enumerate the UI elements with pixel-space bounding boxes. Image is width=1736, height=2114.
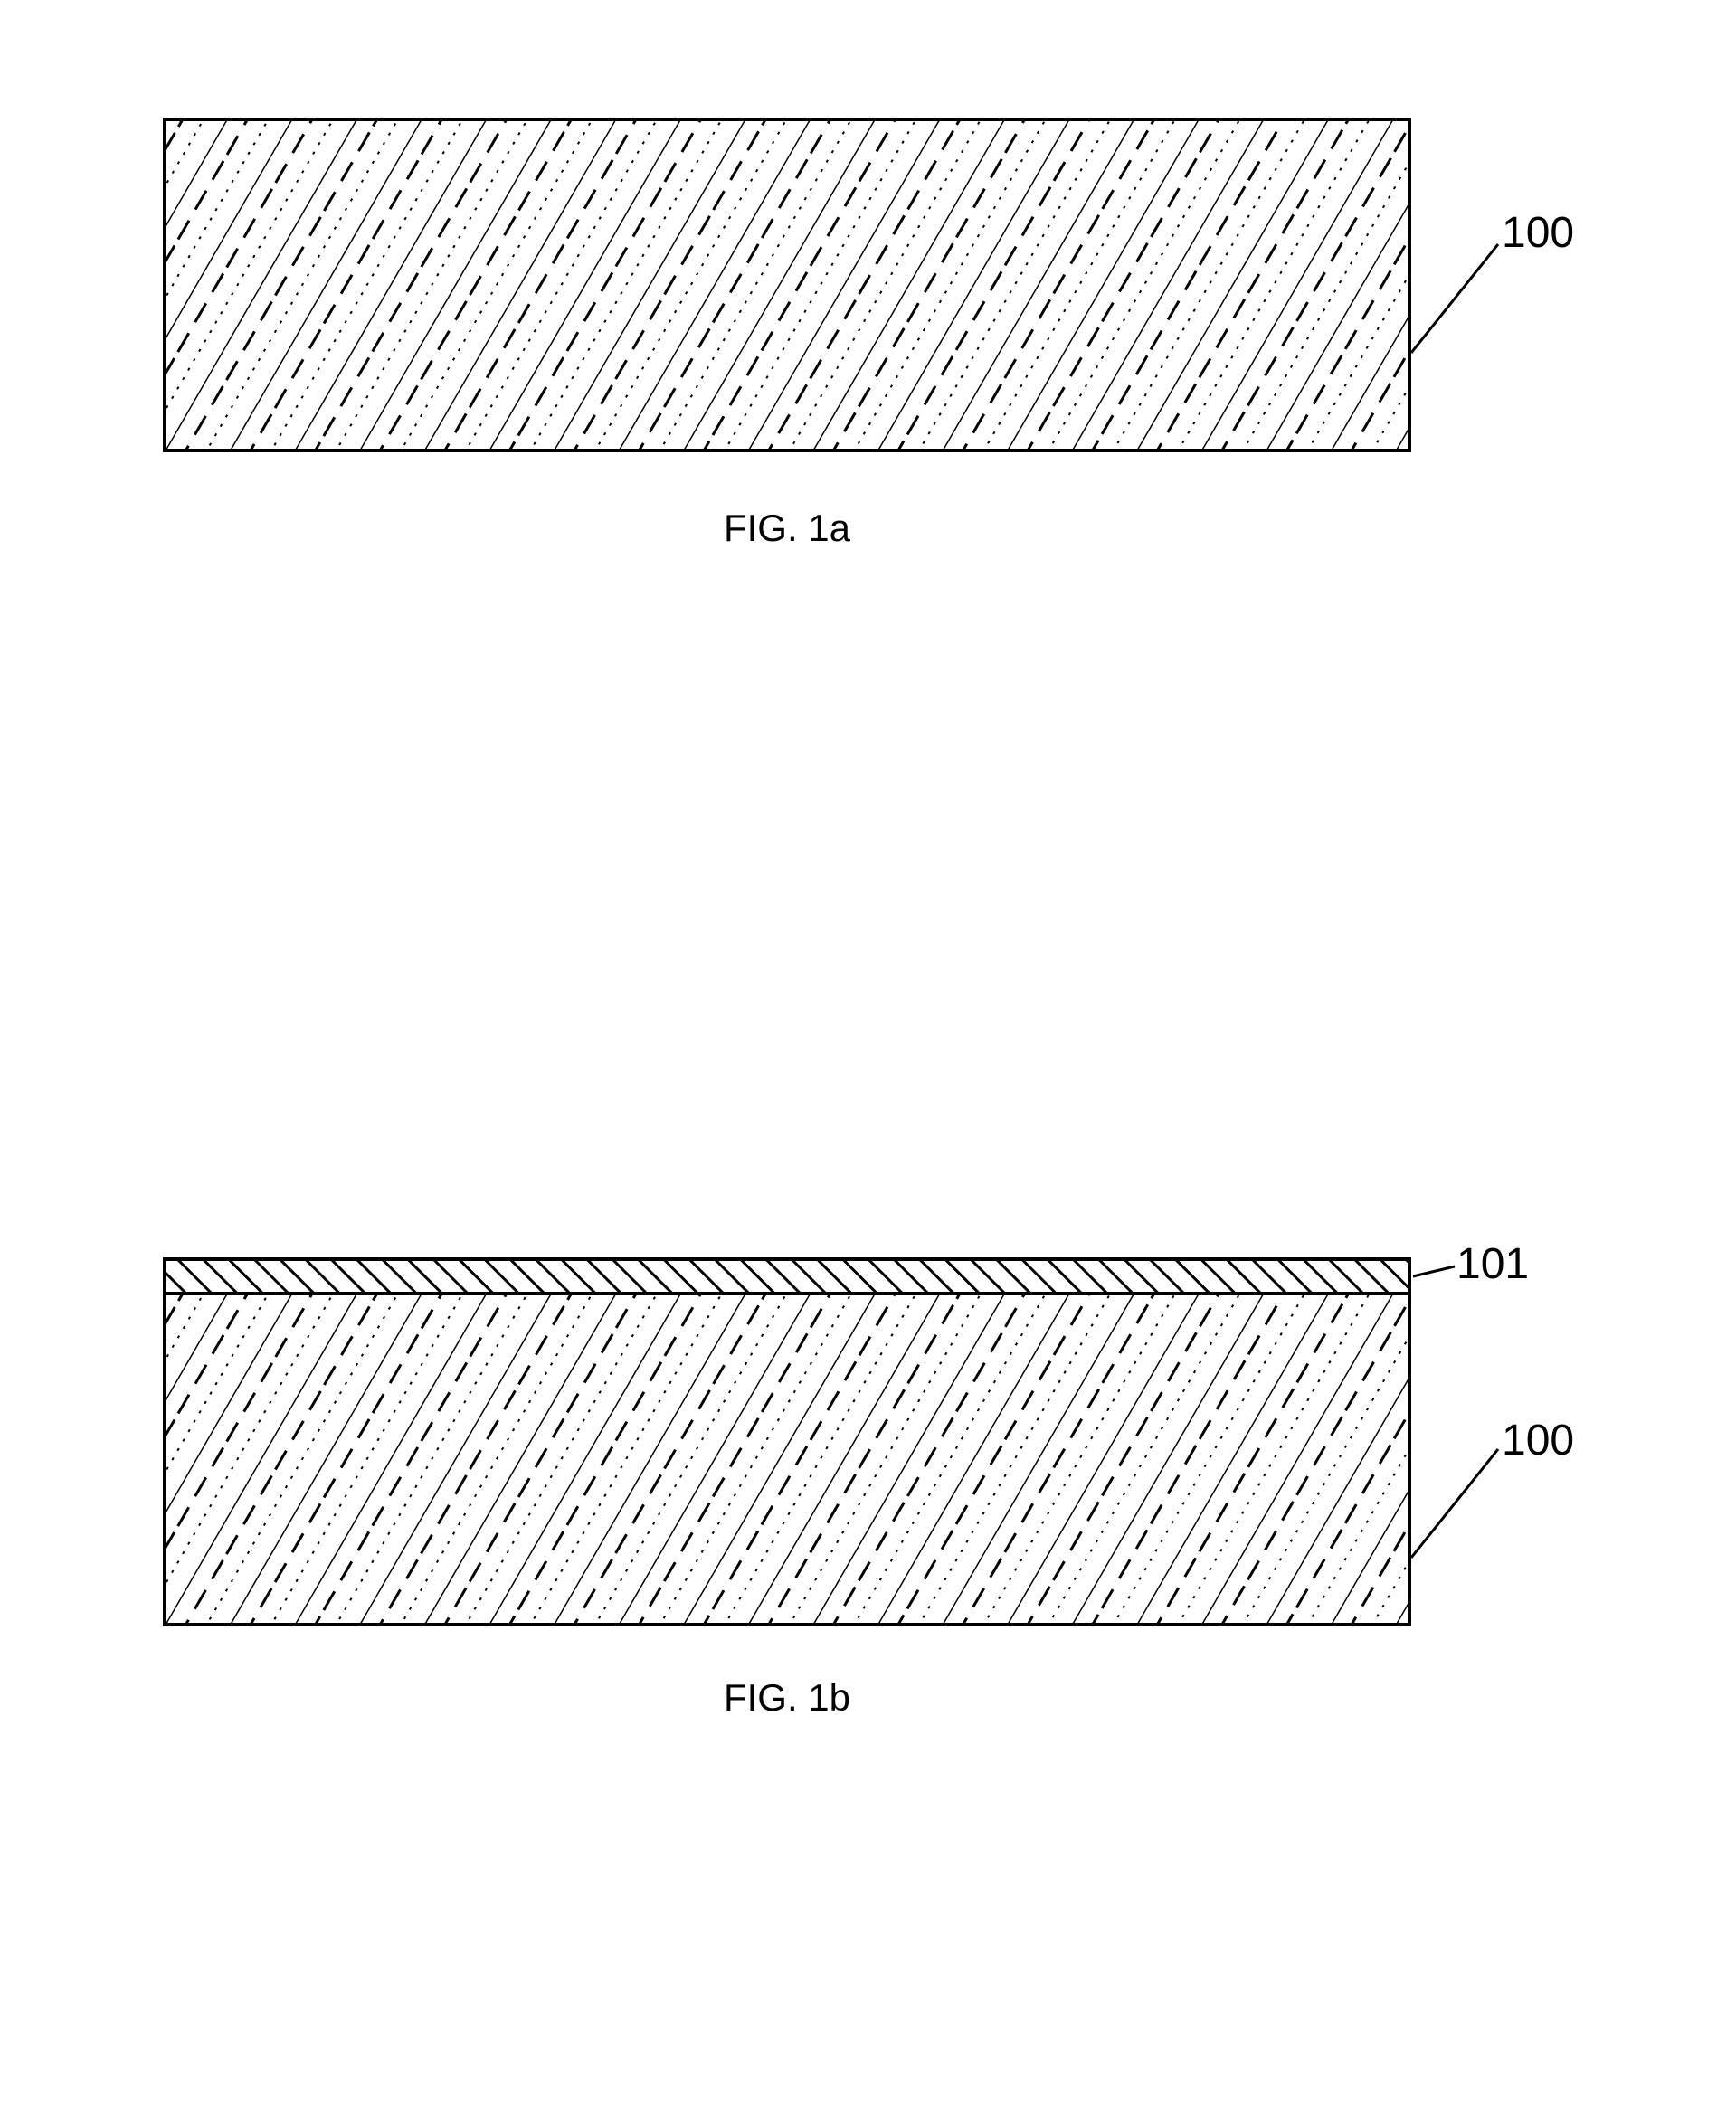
top-layer-1b <box>163 1257 1411 1295</box>
label-101-fig1b: 101 <box>1456 1239 1529 1289</box>
caption-1b: FIG. 1b <box>163 1676 1411 1720</box>
leader-100-fig1a <box>1408 226 1516 371</box>
figure-1a: FIG. 1a <box>163 118 1411 550</box>
figure-1b: FIG. 1b <box>163 1257 1411 1720</box>
substrate-1a <box>163 118 1411 452</box>
leader-100-fig1b <box>1408 1431 1516 1576</box>
caption-1a: FIG. 1a <box>163 507 1411 550</box>
substrate-1b <box>163 1292 1411 1626</box>
leader-101-fig1b <box>1411 1257 1466 1285</box>
